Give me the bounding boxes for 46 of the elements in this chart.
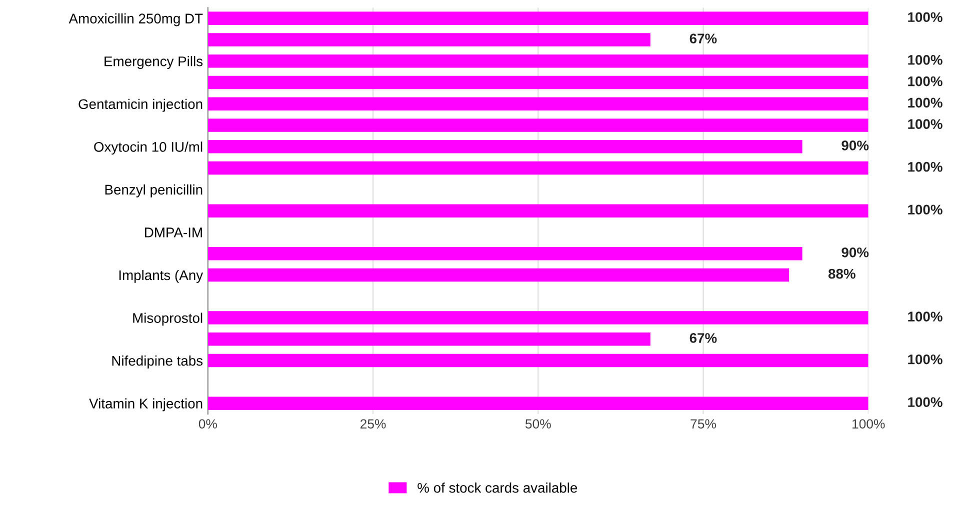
y-tick-label: Benzyl penicillin (105, 184, 202, 198)
data-label: 90% (842, 140, 869, 150)
x-tick-label: 75% (690, 419, 716, 429)
y-tick-label: Misoprostol (133, 312, 202, 326)
bar (208, 54, 868, 68)
bar (208, 246, 802, 260)
data-label: 90% (842, 247, 869, 258)
x-tick-label: 50% (525, 419, 551, 429)
y-tick-label: Gentamicin injection (78, 98, 202, 112)
bar (208, 140, 802, 154)
bar (208, 268, 790, 282)
bar (208, 311, 868, 324)
data-label: 100% (908, 76, 942, 86)
data-label: 100% (908, 162, 942, 172)
data-label: 100% (908, 119, 942, 129)
data-label: 100% (908, 12, 942, 22)
legend-label: % of stock cards available (418, 482, 578, 493)
bar (208, 33, 650, 46)
data-label: 88% (828, 268, 856, 279)
bar (208, 97, 868, 111)
y-tick-label: Amoxicillin 250mg DT (68, 13, 203, 26)
data-label: 100% (908, 204, 942, 215)
data-label: 100% (908, 397, 942, 408)
data-label: 100% (908, 312, 942, 322)
bar (208, 204, 868, 218)
x-tick-label: 25% (360, 419, 386, 429)
bar (208, 161, 868, 175)
y-tick-label: DMPA-IM (145, 228, 202, 238)
data-label: 100% (908, 54, 942, 65)
bar (208, 354, 868, 368)
y-tick-label: Vitamin K injection (89, 398, 202, 412)
bar (208, 332, 650, 346)
data-label: 67% (690, 34, 717, 44)
y-tick-label: Nifedipine tabs (112, 356, 203, 368)
y-tick-label: Implants (Any (119, 270, 204, 283)
data-label: 100% (908, 98, 942, 108)
y-tick-label: Oxytocin 10 IU/ml (94, 142, 202, 155)
bar (208, 118, 868, 132)
data-label: 100% (908, 354, 942, 364)
data-label: 67% (690, 333, 717, 343)
x-tick-label: 0% (198, 419, 217, 429)
bar (208, 12, 868, 25)
bar (208, 396, 868, 410)
bar (208, 76, 868, 90)
x-tick-label: 100% (852, 419, 885, 429)
y-tick-label: Emergency Pills (104, 56, 203, 70)
